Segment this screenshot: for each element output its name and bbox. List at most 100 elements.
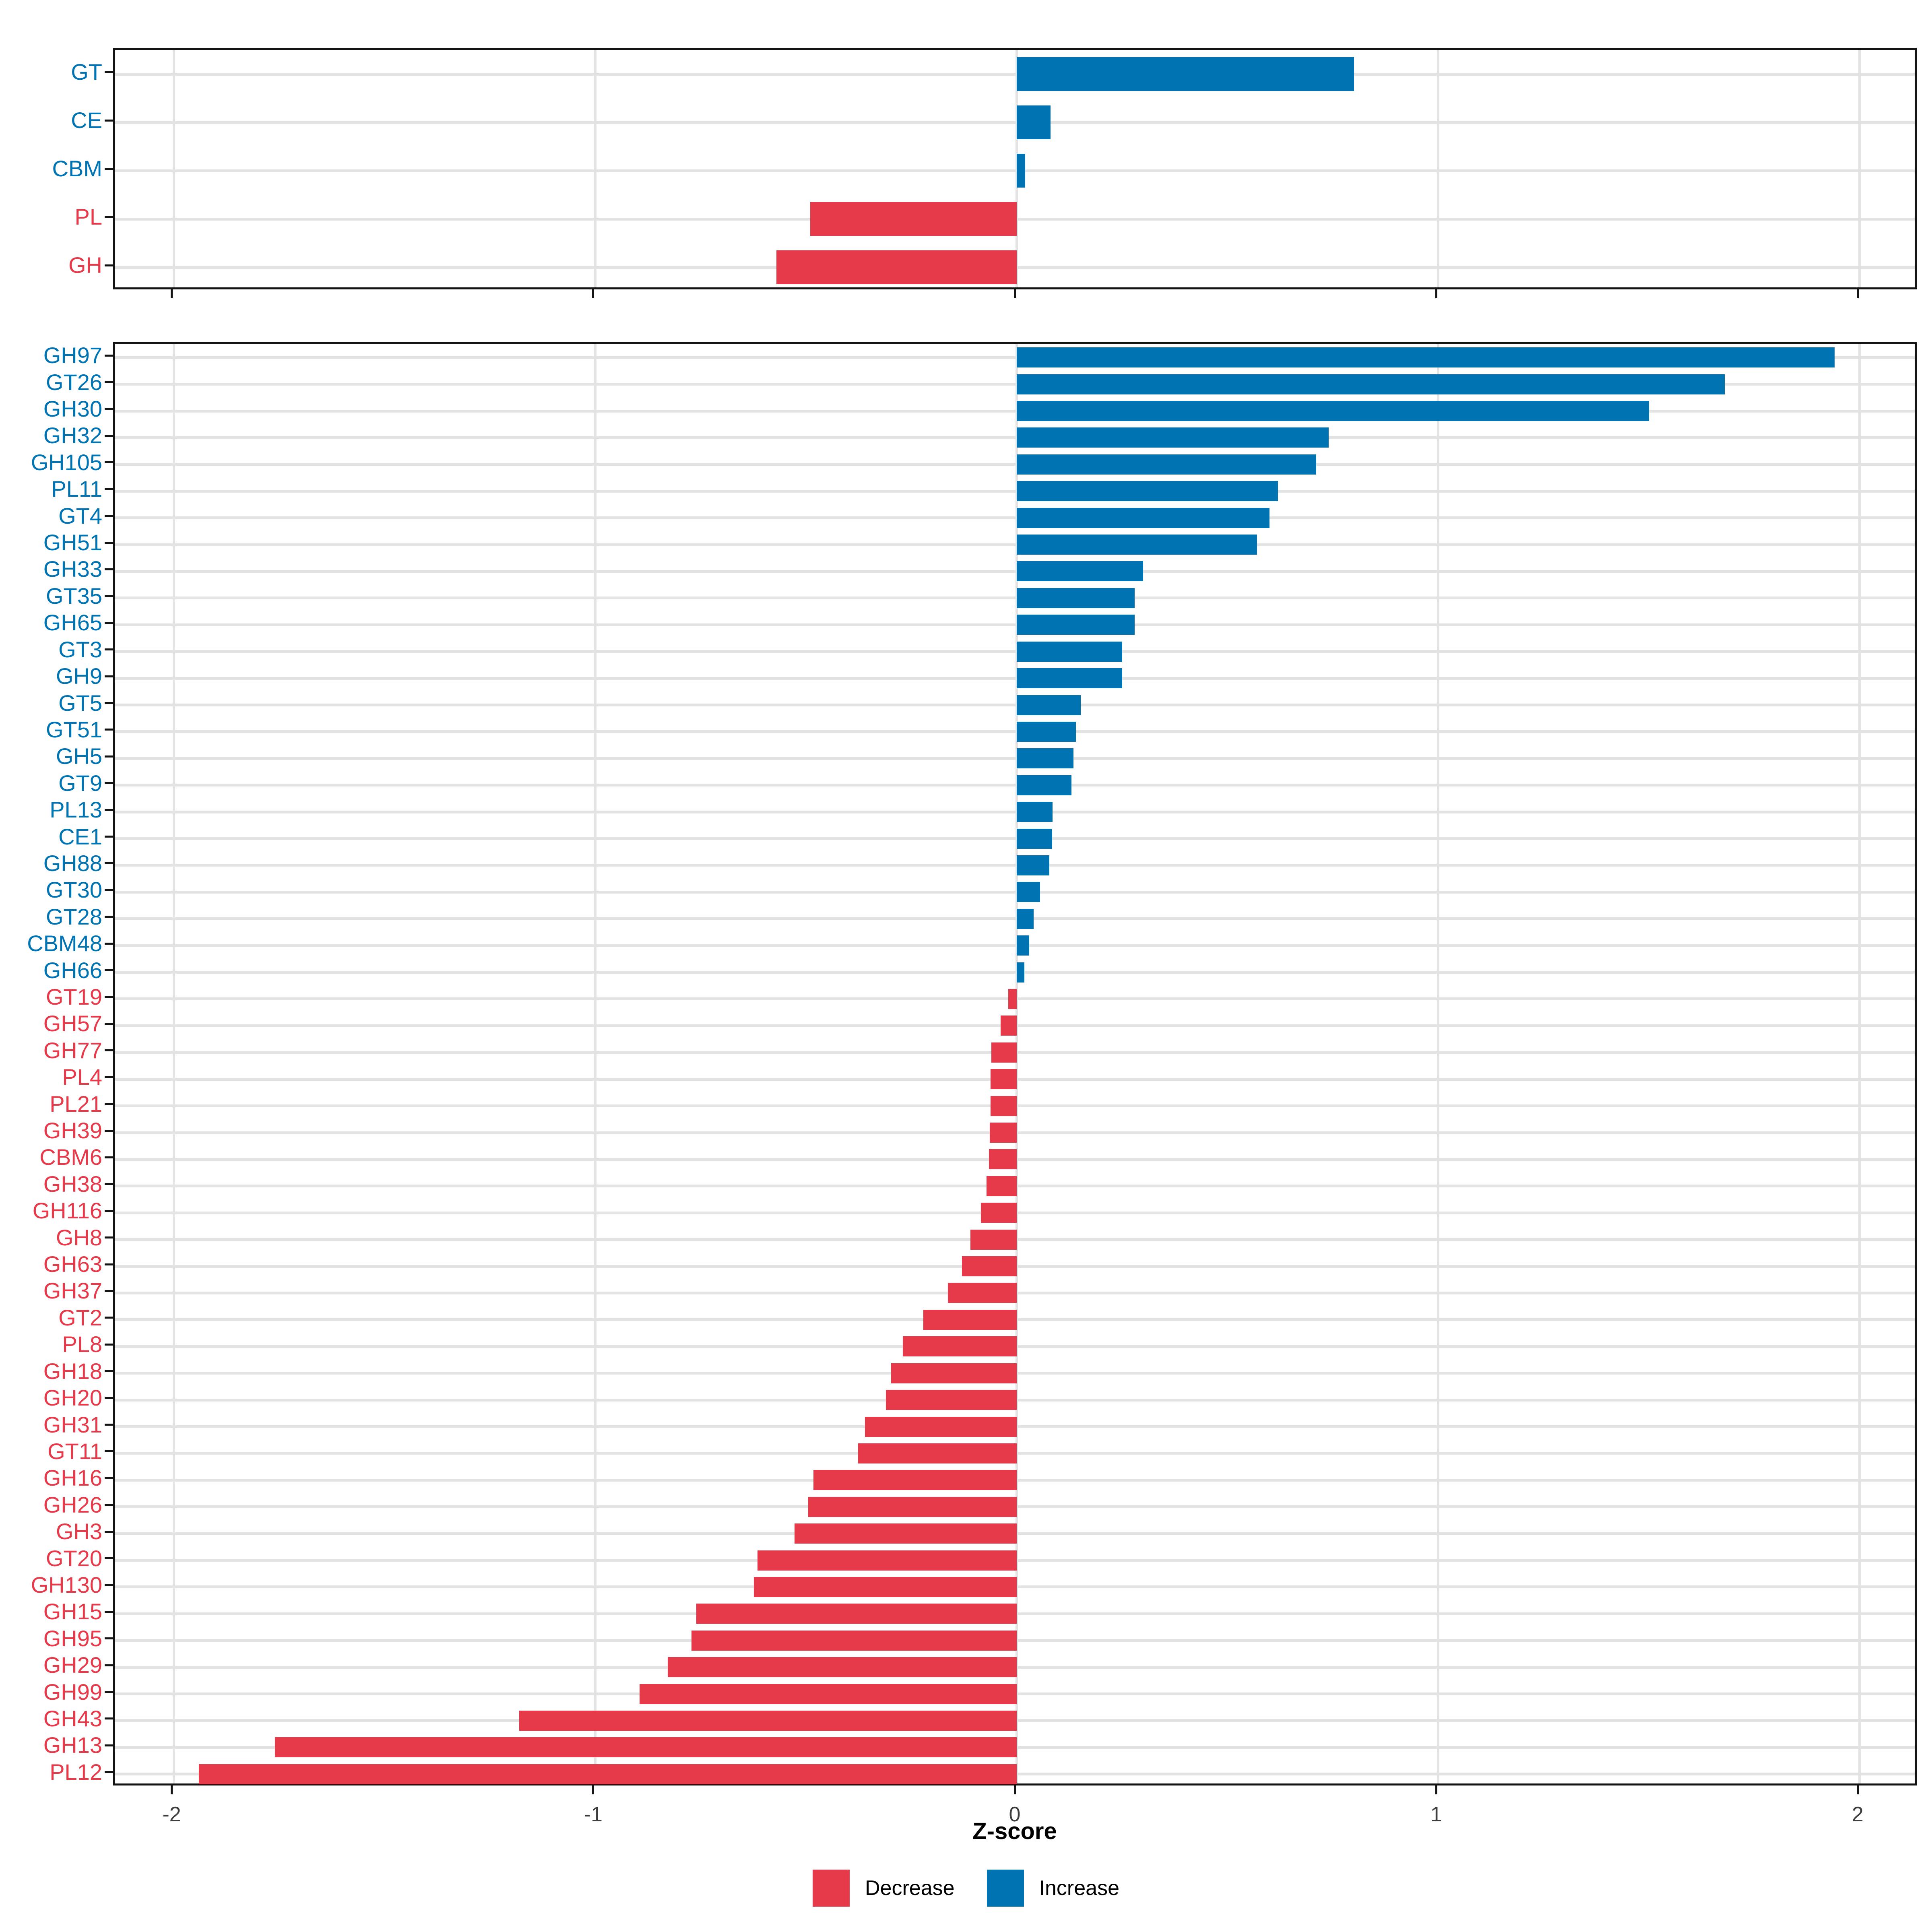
y-axis-label-PL13: PL13 [50,797,102,823]
bar-GT28 [1017,908,1034,929]
bar-PL4 [991,1069,1017,1090]
y-tick [105,942,113,945]
y-axis-label-GH18: GH18 [43,1358,102,1384]
y-tick [105,1183,113,1185]
bar-GT51 [1017,721,1076,742]
bar-GH37 [948,1283,1017,1303]
h-gridline [115,121,1915,124]
v-gridline [172,50,175,287]
y-axis-label-GH33: GH33 [43,556,102,582]
y-axis-label-CE: CE [71,107,102,133]
x-tick [1856,289,1859,298]
y-tick [105,1317,113,1319]
legend-swatch-increase [987,1870,1024,1907]
y-tick [105,1290,113,1292]
y-axis-label-GH88: GH88 [43,850,102,876]
y-axis-label-GH9: GH9 [56,663,102,689]
y-axis-label-PL11: PL11 [51,476,102,502]
y-axis-label-CE1: CE1 [58,824,102,849]
y-axis-label-GH: GH [68,252,102,278]
y-axis-label-GH66: GH66 [43,957,102,983]
bar-GT3 [1017,641,1122,662]
v-gridline [1437,50,1440,287]
h-gridline [115,730,1915,733]
y-axis-label-GT28: GT28 [45,904,102,929]
y-axis-label-CBM6: CBM6 [39,1144,102,1170]
y-tick [105,1424,113,1426]
y-tick [105,1610,113,1613]
y-tick [105,264,113,266]
y-tick [105,71,113,73]
y-axis-label-PL21: PL21 [50,1091,102,1117]
y-tick [105,1664,113,1666]
h-gridline [115,489,1915,493]
y-tick [105,541,113,544]
families-panel [113,342,1917,1785]
y-axis-label-GH26: GH26 [43,1492,102,1517]
y-axis-label-GH30: GH30 [43,396,102,422]
h-gridline [115,383,1915,386]
v-gridline [1016,344,1018,1783]
y-axis-label-GH29: GH29 [43,1652,102,1678]
y-tick [105,836,113,838]
y-axis-label-GH39: GH39 [43,1118,102,1144]
y-axis-label-GH51: GH51 [43,530,102,555]
y-tick [105,809,113,811]
y-tick [105,488,113,490]
y-axis-label-GH13: GH13 [43,1732,102,1758]
legend-label-decrease: Decrease [865,1876,955,1900]
x-tick [592,1785,594,1794]
h-gridline [115,784,1915,787]
y-axis-label-PL12: PL12 [50,1759,102,1785]
bar-GH3 [795,1523,1017,1544]
bar-GT35 [1017,588,1135,608]
bar-GH43 [519,1710,1017,1731]
y-axis-label-PL8: PL8 [62,1331,102,1357]
bar-GH13 [275,1737,1017,1758]
bar-GH63 [962,1256,1017,1277]
bar-GH97 [1017,347,1835,368]
bar-GT [1017,57,1354,91]
y-tick [105,1129,113,1132]
y-tick [105,782,113,784]
legend-label-increase: Increase [1039,1876,1119,1900]
bar-GH105 [1017,454,1316,475]
y-axis-label-CBM: CBM [52,156,102,181]
y-tick [105,862,113,865]
x-tick [171,1785,173,1794]
bar-GH29 [667,1657,1017,1678]
h-gridline [115,677,1915,680]
y-axis-label-GT: GT [71,59,102,85]
bar-GH95 [691,1630,1017,1651]
bar-GH5 [1017,748,1074,769]
h-gridline [115,169,1915,172]
y-tick [105,1076,113,1078]
y-tick [105,1691,113,1693]
bar-GT4 [1017,508,1270,528]
y-axis-label-GH8: GH8 [56,1224,102,1250]
bar-GH33 [1017,561,1144,582]
summary-panel [113,48,1917,289]
bar-GH99 [639,1684,1017,1704]
y-axis-label-GH3: GH3 [56,1519,102,1544]
h-gridline [115,971,1915,974]
y-axis-label-GH63: GH63 [43,1251,102,1277]
y-axis-label-GT30: GT30 [45,877,102,903]
y-axis-label-GH5: GH5 [56,743,102,769]
y-axis-label-GH116: GH116 [32,1198,102,1224]
legend-swatch-decrease [812,1870,850,1907]
y-tick [105,1263,113,1265]
h-gridline [115,409,1915,413]
bar-PL8 [903,1336,1017,1357]
y-tick [105,996,113,998]
y-axis-label-GT4: GT4 [58,503,102,528]
y-axis-label-GH77: GH77 [43,1037,102,1063]
h-gridline [115,864,1915,867]
h-gridline [115,356,1915,359]
bar-PL21 [991,1096,1017,1116]
y-axis-label-GH15: GH15 [43,1599,102,1624]
x-tick [1435,1785,1437,1794]
bar-GH15 [696,1604,1017,1624]
y-axis-label-GH65: GH65 [43,610,102,636]
y-tick [105,1717,113,1720]
